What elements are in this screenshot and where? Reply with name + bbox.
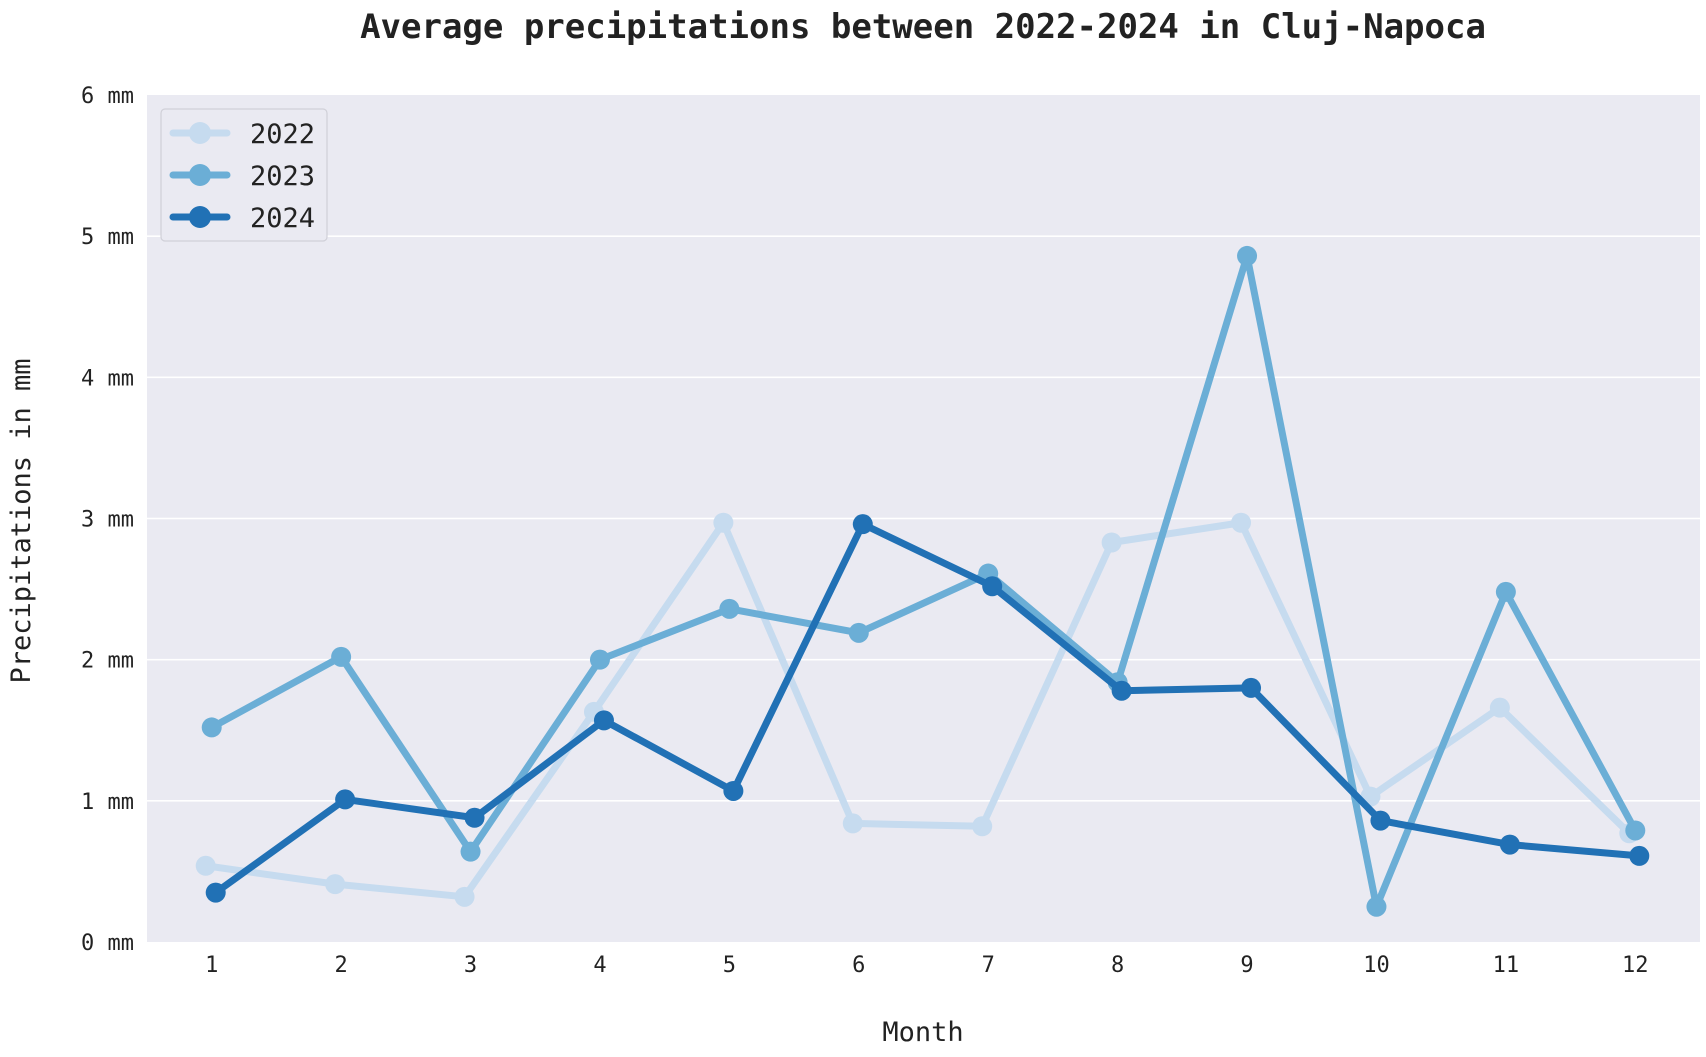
data-point xyxy=(852,514,873,535)
data-point xyxy=(460,841,481,862)
series-2022 xyxy=(195,512,1640,907)
data-point xyxy=(972,816,993,837)
legend-label: 2023 xyxy=(250,161,315,192)
data-point xyxy=(201,717,222,738)
legend-item-2023: 2023 xyxy=(169,161,315,192)
y-tick-label: 5 mm xyxy=(81,225,134,250)
data-point xyxy=(1370,810,1391,831)
data-point xyxy=(1495,581,1516,602)
data-point xyxy=(713,512,734,533)
x-axis-label: Month xyxy=(882,1017,963,1048)
chart-title: Average precipitations between 2022-2024… xyxy=(360,7,1486,47)
y-tick-label: 1 mm xyxy=(81,790,134,815)
y-tick-labels: 0 mm 1 mm 2 mm 3 mm 4 mm 5 mm 6 mm xyxy=(81,84,134,956)
data-point xyxy=(195,855,216,876)
y-tick-label: 2 mm xyxy=(81,649,134,674)
legend-item-2022: 2022 xyxy=(169,119,315,150)
data-point xyxy=(723,780,744,801)
x-tick-label: 1 xyxy=(205,953,218,978)
data-point xyxy=(1241,677,1262,698)
legend-label: 2022 xyxy=(250,119,315,150)
data-point xyxy=(593,710,614,731)
data-point xyxy=(1629,845,1650,866)
data-point xyxy=(848,622,869,643)
data-point xyxy=(331,646,352,667)
legend: 2022 2023 2024 xyxy=(160,108,328,242)
y-axis-label: Precipitations in mm xyxy=(6,358,37,683)
x-tick-labels: 1 2 3 4 5 6 7 8 9 10 11 12 xyxy=(205,953,1648,978)
data-point xyxy=(1625,820,1646,841)
data-point xyxy=(1237,245,1258,266)
data-point xyxy=(325,874,346,895)
data-point xyxy=(1366,896,1387,917)
data-point xyxy=(842,813,863,834)
y-tick-label: 4 mm xyxy=(81,366,134,391)
y-tick-label: 6 mm xyxy=(81,84,134,109)
x-tick-label: 3 xyxy=(464,953,477,978)
x-tick-label: 2 xyxy=(335,953,348,978)
y-tick-label: 0 mm xyxy=(81,931,134,956)
x-tick-label: 5 xyxy=(723,953,736,978)
series-line xyxy=(212,520,1643,897)
data-point xyxy=(205,882,226,903)
x-tick-label: 7 xyxy=(982,953,995,978)
data-point xyxy=(335,789,356,810)
legend-swatch-marker xyxy=(189,206,211,228)
series-line xyxy=(208,252,1639,911)
series-line xyxy=(202,519,1633,901)
x-tick-label: 11 xyxy=(1493,953,1520,978)
legend-swatch-marker xyxy=(189,122,211,144)
data-point xyxy=(1111,680,1132,701)
series-2023 xyxy=(201,245,1646,917)
series-lines xyxy=(195,245,1650,917)
data-point xyxy=(1231,512,1252,533)
data-point xyxy=(454,886,475,907)
x-tick-label: 4 xyxy=(593,953,606,978)
data-point xyxy=(719,598,740,619)
y-tick-label: 3 mm xyxy=(81,508,134,533)
x-tick-label: 9 xyxy=(1240,953,1253,978)
data-point xyxy=(464,807,485,828)
x-tick-label: 10 xyxy=(1363,953,1390,978)
x-tick-label: 6 xyxy=(852,953,865,978)
data-point xyxy=(1499,834,1520,855)
x-tick-label: 8 xyxy=(1111,953,1124,978)
x-tick-label: 12 xyxy=(1622,953,1649,978)
legend-swatch-marker xyxy=(189,164,211,186)
legend-label: 2024 xyxy=(250,203,315,234)
legend-item-2024: 2024 xyxy=(169,203,315,234)
grid-lines xyxy=(147,235,1700,802)
data-point xyxy=(982,576,1003,597)
series-2024 xyxy=(205,514,1650,903)
data-point xyxy=(589,649,610,670)
data-point xyxy=(1101,532,1122,553)
data-point xyxy=(1489,697,1510,718)
